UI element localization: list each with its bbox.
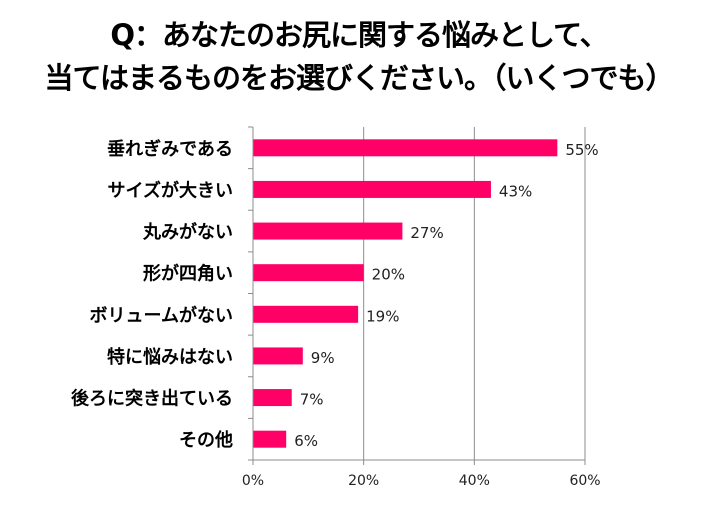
bar [253,180,491,198]
category-label: 丸みがない [142,221,233,243]
category-label: 特に悩みはない [107,346,233,368]
category-label: 後ろに突き出ている [71,388,233,410]
x-tick-label: 20% [348,473,379,489]
data-label: 6% [294,432,318,450]
bar [253,139,558,157]
x-tick-label: 60% [569,473,600,489]
chart-title-line-2: 当てはまるものをお選びください。（いくつでも） [44,61,675,95]
data-label: 20% [372,266,405,284]
x-tick-label: 0% [242,473,264,489]
chart-title-line-1: Q：あなたのお尻に関する悩みとして、 [110,18,608,52]
bar [253,305,359,323]
bar [253,222,403,240]
category-label: 形が四角い [143,263,233,285]
x-tick-label: 40% [459,473,490,489]
bar [253,347,303,365]
category-label: サイズが大きい [108,179,233,201]
category-label: ボリュームがない [90,304,233,326]
data-label: 27% [410,224,443,242]
data-label: 7% [300,391,324,409]
category-label: その他 [179,429,233,451]
bar [253,264,364,282]
data-label: 9% [311,349,335,367]
data-label: 19% [366,307,399,325]
data-label: 55% [565,141,598,159]
bar [253,389,292,407]
data-label: 43% [499,182,532,200]
bar [253,430,287,448]
category-label: 垂れぎみである [107,138,233,160]
